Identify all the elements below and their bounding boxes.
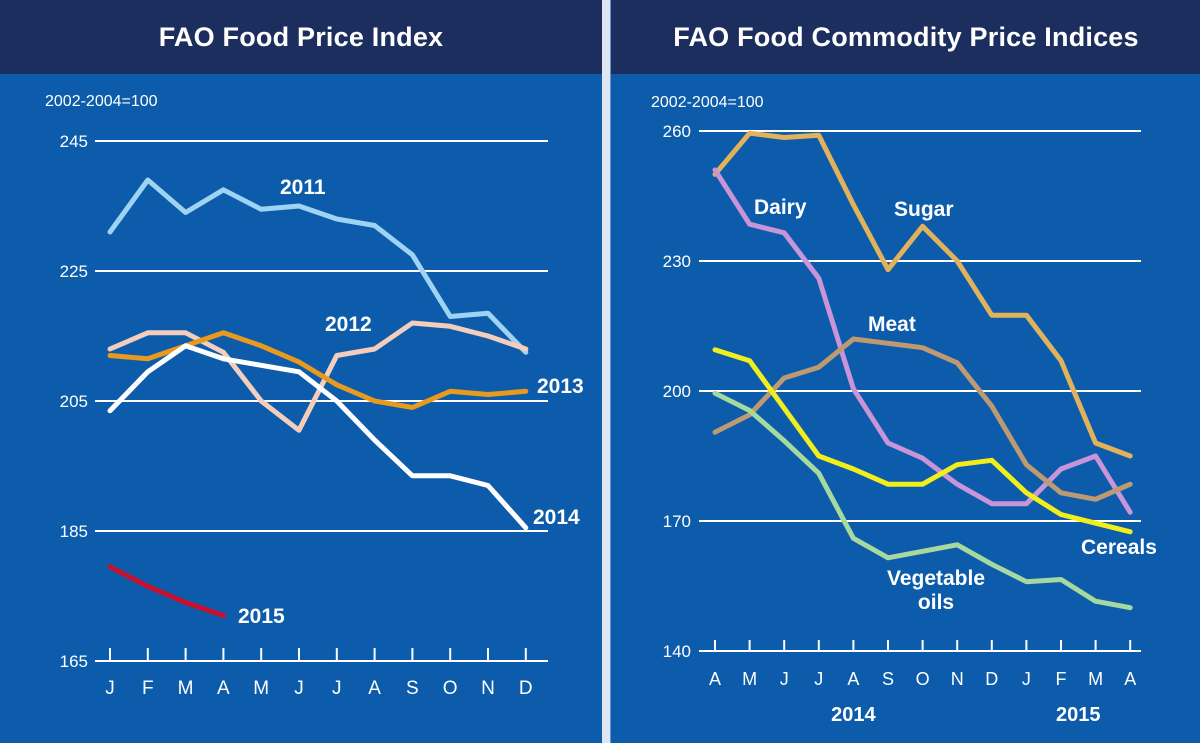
series-label-2013: 2013: [537, 375, 584, 398]
x-tick-label: A: [217, 678, 230, 699]
series-line-2011: [107, 177, 529, 355]
series-label-meat: Meat: [868, 313, 916, 336]
x-tick-label: J: [1022, 669, 1031, 689]
series-line-sugar: [712, 130, 1133, 459]
y-tick-label: 170: [663, 512, 691, 531]
panel-divider: [602, 0, 610, 743]
x-tick-label: N: [481, 678, 495, 699]
series-label-2011: 2011: [280, 176, 326, 199]
y-tick-label: 245: [60, 132, 88, 151]
series-line-dairy: [712, 167, 1133, 515]
y-tick-label: 225: [60, 262, 88, 281]
food-price-index-chart: 2002-2004=100 245 225 205 185 165 J F M A M J J A S O N D…: [45, 93, 584, 699]
series-label-sugar: Sugar: [894, 198, 954, 221]
x-tick-label: F: [142, 678, 154, 699]
x-tick-label: N: [951, 669, 964, 689]
commodity-indices-panel: FAO Food Commodity Price Indices 2002-20…: [610, 0, 1200, 743]
series-label-2015: 2015: [238, 605, 285, 628]
x-tick-label: J: [294, 678, 304, 699]
unit-label: 2002-2004=100: [651, 94, 764, 111]
x-tick-label: O: [916, 669, 930, 689]
series-line-cereals: [712, 347, 1133, 535]
series-label-dairy: Dairy: [754, 196, 807, 219]
series-label-cereals: Cereals: [1081, 536, 1157, 559]
x-tick-label: J: [780, 669, 789, 689]
series-label-2012: 2012: [325, 313, 372, 336]
x-tick-label: A: [847, 669, 859, 689]
series-line-2014: [107, 343, 529, 531]
x-tick-label: M: [1088, 669, 1103, 689]
x-tick-label: A: [709, 669, 721, 689]
y-tick-label: 260: [663, 122, 691, 141]
x-tick-label: M: [178, 678, 194, 699]
series-line-vegetable-oils: [712, 390, 1133, 611]
x-tick-label: S: [406, 678, 419, 699]
commodity-indices-chart: 2002-2004=100 260 230 200 170 140 A M J J A S O N D J F M…: [651, 94, 1157, 726]
food-price-index-title: FAO Food Price Index: [0, 0, 602, 74]
x-tick-label: J: [105, 678, 115, 699]
x-tick-label: M: [253, 678, 269, 699]
x-tick-label: A: [368, 678, 381, 699]
series-label-vegetable-oils: Vegetable oils: [887, 567, 985, 614]
y-tick-label: 165: [60, 652, 88, 671]
x-tick-label: O: [443, 678, 458, 699]
x-tick-label: D: [985, 669, 998, 689]
x-tick-label: F: [1056, 669, 1067, 689]
x-tick-label: A: [1124, 669, 1136, 689]
food-price-index-panel: FAO Food Price Index 2002-2004=100 245 225…: [0, 0, 603, 743]
x-tick-label: J: [332, 678, 342, 699]
unit-label: 2002-2004=100: [45, 93, 158, 110]
y-tick-label: 230: [663, 252, 691, 271]
year-label: 2014: [831, 704, 876, 726]
series-label-2014: 2014: [533, 506, 580, 529]
y-tick-label: 140: [663, 642, 691, 661]
x-tick-label: D: [519, 678, 533, 699]
year-label: 2015: [1056, 704, 1101, 726]
x-tick-label: S: [882, 669, 894, 689]
y-tick-label: 205: [60, 392, 88, 411]
commodity-indices-title: FAO Food Commodity Price Indices: [611, 0, 1200, 74]
x-tick-label: J: [814, 669, 823, 689]
series-line-meat: [712, 336, 1133, 502]
series-line-2015: [107, 564, 226, 618]
x-tick-label: M: [742, 669, 757, 689]
y-tick-label: 200: [663, 382, 691, 401]
y-tick-label: 185: [60, 522, 88, 541]
series-line-2012: [107, 320, 529, 433]
